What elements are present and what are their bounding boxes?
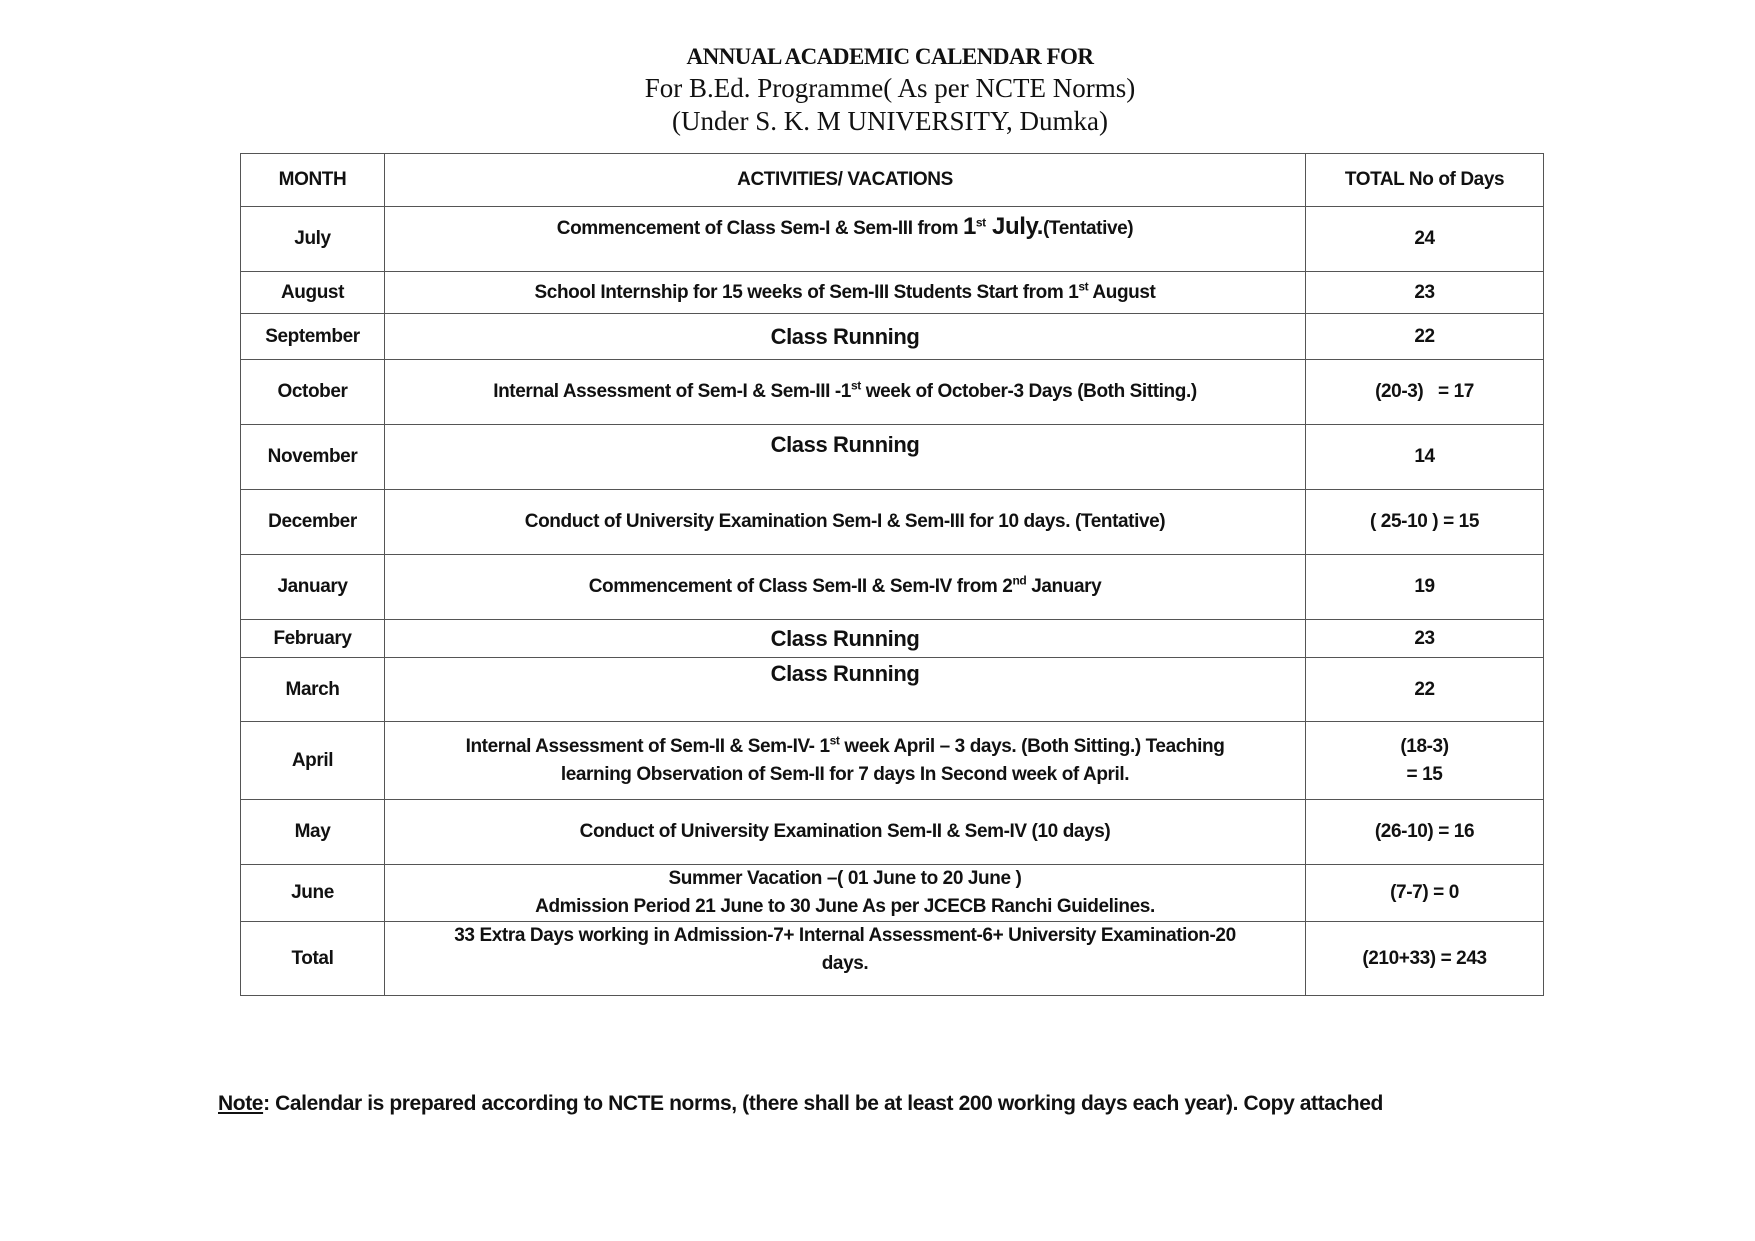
- table-row: April Internal Assessment of Sem-II & Se…: [240, 721, 1544, 800]
- days-cell: (26-10) = 16: [1305, 799, 1544, 865]
- days-line: (18-3): [1400, 735, 1449, 757]
- month-cell: January: [240, 554, 385, 620]
- month-cell: March: [240, 657, 385, 722]
- activity-text: 1: [962, 213, 976, 240]
- activity-line: days.: [821, 953, 869, 974]
- month-cell: November: [240, 424, 385, 490]
- footnote: Note: Calendar is prepared according to …: [218, 1092, 1383, 1116]
- activity-text: School Internship for 15 weeks of Sem-II…: [534, 281, 1079, 303]
- activity-cell: Conduct of University Examination Sem-I …: [384, 489, 1306, 555]
- activity-text: (Tentative): [1042, 218, 1134, 239]
- table-row: August School Internship for 15 weeks of…: [240, 271, 1544, 314]
- document-subtitle: For B.Ed. Programme( As per NCTE Norms): [644, 73, 1136, 103]
- activity-cell: Class Running: [384, 313, 1306, 360]
- month-cell: December: [240, 489, 385, 555]
- activity-cell: Summer Vacation –( 01 June to 20 June ) A…: [384, 864, 1306, 922]
- month-cell: October: [240, 359, 385, 425]
- days-cell: (7-7) = 0: [1305, 864, 1544, 922]
- column-header-month: MONTH: [240, 153, 385, 207]
- activity-text: Internal Assessment of Sem-I & Sem-III -…: [493, 381, 851, 402]
- activity-cell: Internal Assessment of Sem-II & Sem-IV- …: [384, 721, 1306, 800]
- ordinal-suffix: st: [1078, 279, 1089, 294]
- activity-text: Internal Assessment of Sem-II & Sem-IV- …: [465, 735, 830, 757]
- days-cell: 22: [1305, 657, 1544, 722]
- table-row-total: Total 33 Extra Days working in Admission…: [240, 921, 1544, 996]
- month-cell: August: [240, 271, 385, 314]
- days-cell: 23: [1305, 271, 1544, 314]
- activity-cell: 33 Extra Days working in Admission-7+ In…: [384, 921, 1306, 996]
- column-header-days: TOTAL No of Days: [1305, 153, 1544, 207]
- activity-text: Commencement of Class Sem-II & Sem-IV fr…: [588, 576, 1013, 597]
- column-header-activities: ACTIVITIES/ VACATIONS: [384, 153, 1306, 207]
- month-cell: April: [240, 721, 385, 800]
- activity-line: 33 Extra Days working in Admission-7+ In…: [454, 925, 1236, 946]
- days-cell: (210+33) = 243: [1305, 921, 1544, 996]
- days-cell: 14: [1305, 424, 1544, 490]
- table-row: June Summer Vacation –( 01 June to 20 Ju…: [240, 864, 1544, 922]
- activity-line: Summer Vacation –( 01 June to 20 June ): [668, 868, 1022, 889]
- days-cell: 23: [1305, 619, 1544, 658]
- month-cell: May: [240, 799, 385, 865]
- ordinal-suffix: st: [975, 215, 986, 230]
- activity-text: Commencement of Class Sem-I & Sem-III fr…: [556, 218, 963, 239]
- activity-cell: Class Running: [384, 424, 1306, 490]
- table-row: February Class Running 23: [240, 619, 1544, 658]
- activity-cell: School Internship for 15 weeks of Sem-II…: [384, 271, 1306, 314]
- activity-text: January: [1026, 576, 1102, 597]
- days-cell: 22: [1305, 313, 1544, 360]
- ordinal-suffix: nd: [1012, 573, 1027, 588]
- note-text: : Calendar is prepared according to NCTE…: [263, 1092, 1383, 1115]
- table-row: May Conduct of University Examination Se…: [240, 799, 1544, 865]
- table-row: March Class Running 22: [240, 657, 1544, 722]
- table-row: September Class Running 22: [240, 313, 1544, 360]
- activity-text: week April – 3 days. (Both Sitting.) Tea…: [839, 735, 1225, 757]
- document-title: ANNUAL ACADEMIC CALENDAR FOR: [686, 44, 1094, 69]
- month-cell: September: [240, 313, 385, 360]
- activity-cell: Conduct of University Examination Sem-II…: [384, 799, 1306, 865]
- ordinal-suffix: st: [829, 733, 840, 748]
- days-cell: (18-3) = 15: [1305, 721, 1544, 800]
- table-row: November Class Running 14: [240, 424, 1544, 490]
- days-cell: ( 25-10 ) = 15: [1305, 489, 1544, 555]
- activity-text: August: [1088, 281, 1156, 303]
- activity-line: learning Observation of Sem-II for 7 day…: [560, 763, 1130, 785]
- table-header-row: MONTH ACTIVITIES/ VACATIONS TOTAL No of …: [240, 153, 1544, 207]
- university-line: (Under S. K. M UNIVERSITY, Dumka): [672, 106, 1108, 136]
- note-label: Note: [218, 1092, 264, 1115]
- activity-cell: Internal Assessment of Sem-I & Sem-III -…: [384, 359, 1306, 425]
- days-line: = 15: [1406, 763, 1443, 785]
- activity-cell: Commencement of Class Sem-II & Sem-IV fr…: [384, 554, 1306, 620]
- activity-line: Admission Period 21 June to 30 June As p…: [535, 896, 1155, 917]
- month-cell: June: [240, 864, 385, 922]
- days-cell: 24: [1305, 206, 1544, 272]
- activity-text: July.: [985, 213, 1043, 240]
- activity-cell: Commencement of Class Sem-I & Sem-III fr…: [384, 206, 1306, 272]
- activity-cell: Class Running: [384, 657, 1306, 722]
- ordinal-suffix: st: [850, 378, 861, 393]
- table-row: December Conduct of University Examinati…: [240, 489, 1544, 555]
- month-cell: July: [240, 206, 385, 272]
- month-cell: February: [240, 619, 385, 658]
- activity-cell: Class Running: [384, 619, 1306, 658]
- month-cell: Total: [240, 921, 385, 996]
- days-cell: 19: [1305, 554, 1544, 620]
- days-cell: (20-3) = 17: [1305, 359, 1544, 425]
- activity-text: week of October-3 Days (Both Sitting.): [860, 381, 1197, 402]
- table-row: October Internal Assessment of Sem-I & S…: [240, 359, 1544, 425]
- table-row: January Commencement of Class Sem-II & S…: [240, 554, 1544, 620]
- academic-calendar-table: MONTH ACTIVITIES/ VACATIONS TOTAL No of …: [240, 153, 1544, 996]
- activity-line: Internal Assessment of Sem-II & Sem-IV- …: [391, 733, 1299, 761]
- table-row: July Commencement of Class Sem-I & Sem-I…: [240, 206, 1544, 272]
